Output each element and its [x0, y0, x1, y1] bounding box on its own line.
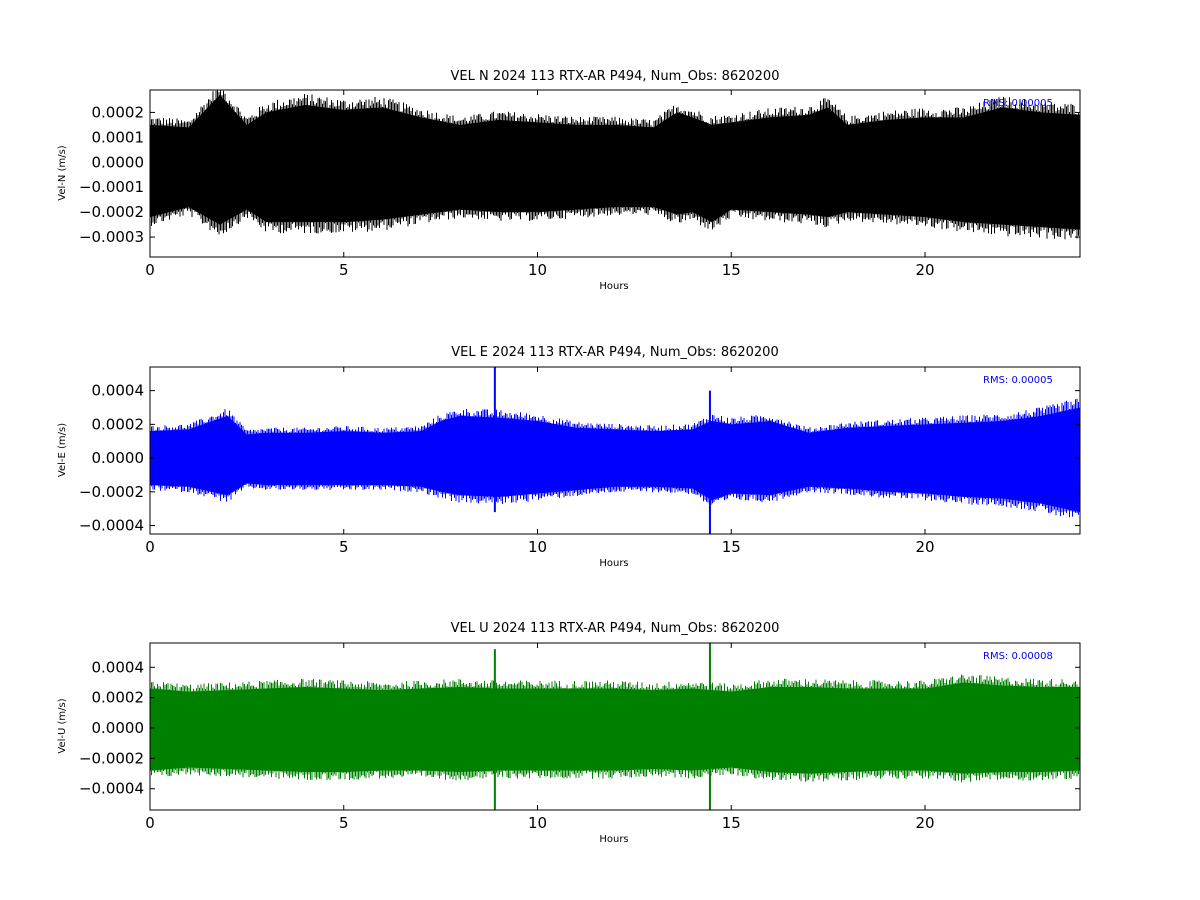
y-axis: −0.0004 −0.0002 0.0000 0.0002 0.0004 — [79, 382, 1080, 535]
y-tick-label: 0.0004 — [92, 382, 145, 400]
rms-annotation: RMS: 0.00005 — [983, 98, 1053, 109]
y-axis-label: Vel-U (m/s) — [57, 698, 68, 753]
x-tick-label: 5 — [339, 261, 349, 279]
rms-annotation: RMS: 0.00008 — [983, 651, 1053, 662]
y-axis-label: Vel-E (m/s) — [57, 423, 68, 477]
x-axis: 0 5 10 15 20 — [145, 90, 935, 279]
y-tick-label: −0.0002 — [79, 483, 144, 501]
panel-title: VEL E 2024 113 RTX-AR P494, Num_Obs: 862… — [451, 345, 778, 360]
y-tick-label: 0.0000 — [92, 449, 145, 467]
panel-title: VEL N 2024 113 RTX-AR P494, Num_Obs: 862… — [451, 69, 780, 84]
plot-area — [149, 643, 1081, 810]
plot-area — [149, 367, 1081, 534]
x-axis: 0 5 10 15 20 — [145, 643, 935, 832]
x-axis-label: Hours — [599, 558, 628, 569]
signal-series — [149, 674, 1081, 783]
x-tick-label: 5 — [339, 814, 349, 832]
panel-vel-n: VEL N 2024 113 RTX-AR P494, Num_Obs: 862… — [57, 69, 1081, 292]
axes-frame — [149, 89, 1081, 258]
x-tick-label: 15 — [722, 538, 741, 556]
x-tick-label: 0 — [145, 814, 155, 832]
panel-vel-e: VEL E 2024 113 RTX-AR P494, Num_Obs: 862… — [57, 345, 1081, 569]
y-axis: −0.0003 −0.0002 −0.0001 0.0000 0.0001 0.0002 — [79, 103, 1080, 246]
y-tick-label: 0.0004 — [92, 658, 145, 676]
panel-vel-u: VEL U 2024 113 RTX-AR P494, Num_Obs: 862… — [57, 621, 1081, 845]
y-tick-label: −0.0002 — [79, 203, 144, 221]
x-tick-label: 0 — [145, 261, 155, 279]
x-tick-label: 20 — [915, 261, 934, 279]
x-tick-label: 20 — [915, 538, 934, 556]
y-tick-label: 0.0002 — [92, 415, 145, 433]
y-tick-label: −0.0002 — [79, 749, 144, 767]
x-tick-label: 15 — [722, 814, 741, 832]
x-axis: 0 5 10 15 20 — [145, 367, 935, 556]
x-axis-label: Hours — [599, 281, 628, 292]
y-tick-label: 0.0001 — [92, 128, 145, 146]
y-axis-label: Vel-N (m/s) — [57, 145, 68, 200]
axes-frame — [149, 642, 1081, 811]
y-tick-label: −0.0003 — [79, 228, 144, 246]
x-axis-label: Hours — [599, 834, 628, 845]
y-tick-label: 0.0002 — [92, 689, 145, 707]
rms-annotation: RMS: 0.00005 — [983, 375, 1053, 386]
panel-title: VEL U 2024 113 RTX-AR P494, Num_Obs: 862… — [451, 621, 780, 636]
x-tick-label: 15 — [722, 261, 741, 279]
y-tick-label: 0.0002 — [92, 103, 145, 121]
x-tick-label: 10 — [528, 261, 547, 279]
y-tick-label: −0.0004 — [79, 780, 144, 798]
y-tick-label: 0.0000 — [92, 719, 145, 737]
x-tick-label: 20 — [915, 814, 934, 832]
x-tick-label: 10 — [528, 538, 547, 556]
x-tick-label: 0 — [145, 538, 155, 556]
y-tick-label: −0.0004 — [79, 517, 144, 535]
x-tick-label: 10 — [528, 814, 547, 832]
y-tick-label: 0.0000 — [92, 153, 145, 171]
x-tick-label: 5 — [339, 538, 349, 556]
axes-frame — [149, 366, 1081, 535]
y-tick-label: −0.0001 — [79, 178, 144, 196]
y-axis: −0.0004 −0.0002 0.0000 0.0002 0.0004 — [79, 658, 1080, 798]
